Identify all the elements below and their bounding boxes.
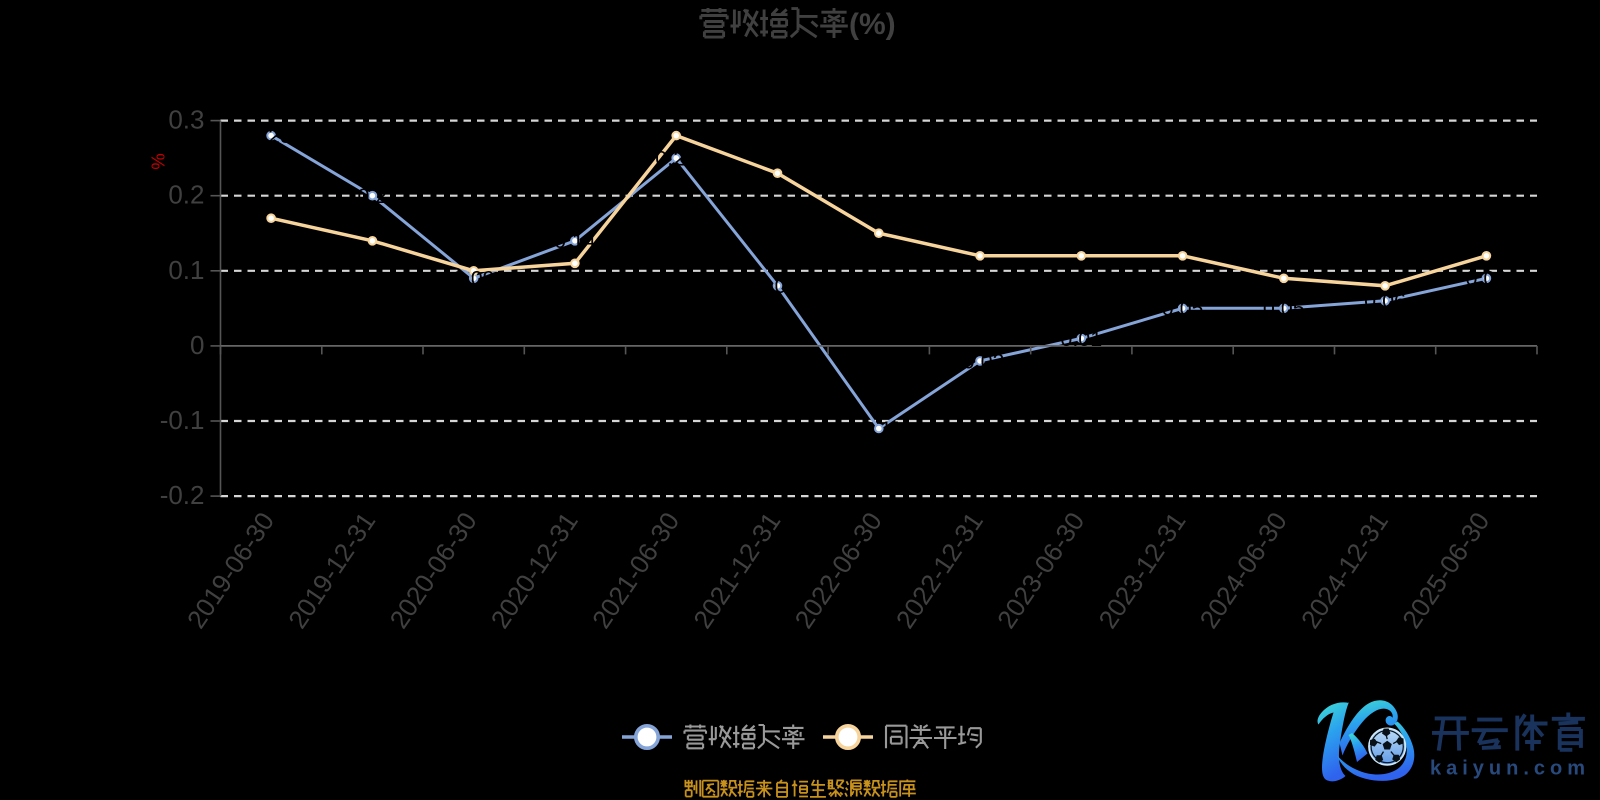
svg-text:0.01: 0.01 — [1060, 327, 1102, 351]
svg-text:0.05: 0.05 — [1162, 297, 1204, 321]
svg-text:0.2: 0.2 — [357, 184, 387, 208]
svg-text:-0.02: -0.02 — [955, 349, 1004, 373]
svg-text:0.08: 0.08 — [757, 274, 799, 298]
svg-text:0.25: 0.25 — [655, 147, 697, 171]
svg-text:-0.2: -0.2 — [160, 480, 205, 510]
svg-text:0.2: 0.2 — [168, 180, 204, 210]
svg-text:0.09: 0.09 — [1465, 267, 1507, 291]
svg-text:0.05: 0.05 — [1263, 297, 1305, 321]
svg-text:0: 0 — [190, 330, 204, 360]
svg-text:0.09: 0.09 — [453, 267, 495, 291]
svg-text:0.28: 0.28 — [250, 124, 292, 148]
svg-text:%: % — [147, 153, 168, 169]
svg-text:0.1: 0.1 — [168, 255, 204, 285]
svg-text:0.3: 0.3 — [168, 105, 204, 135]
svg-text:0.06: 0.06 — [1364, 289, 1406, 313]
svg-text:kaiyun.com: kaiyun.com — [1430, 758, 1590, 780]
svg-text:(%): (%) — [849, 8, 896, 41]
svg-text:-0.11: -0.11 — [855, 417, 902, 441]
svg-text:-0.1: -0.1 — [160, 405, 205, 435]
svg-text:0.14: 0.14 — [554, 229, 596, 253]
